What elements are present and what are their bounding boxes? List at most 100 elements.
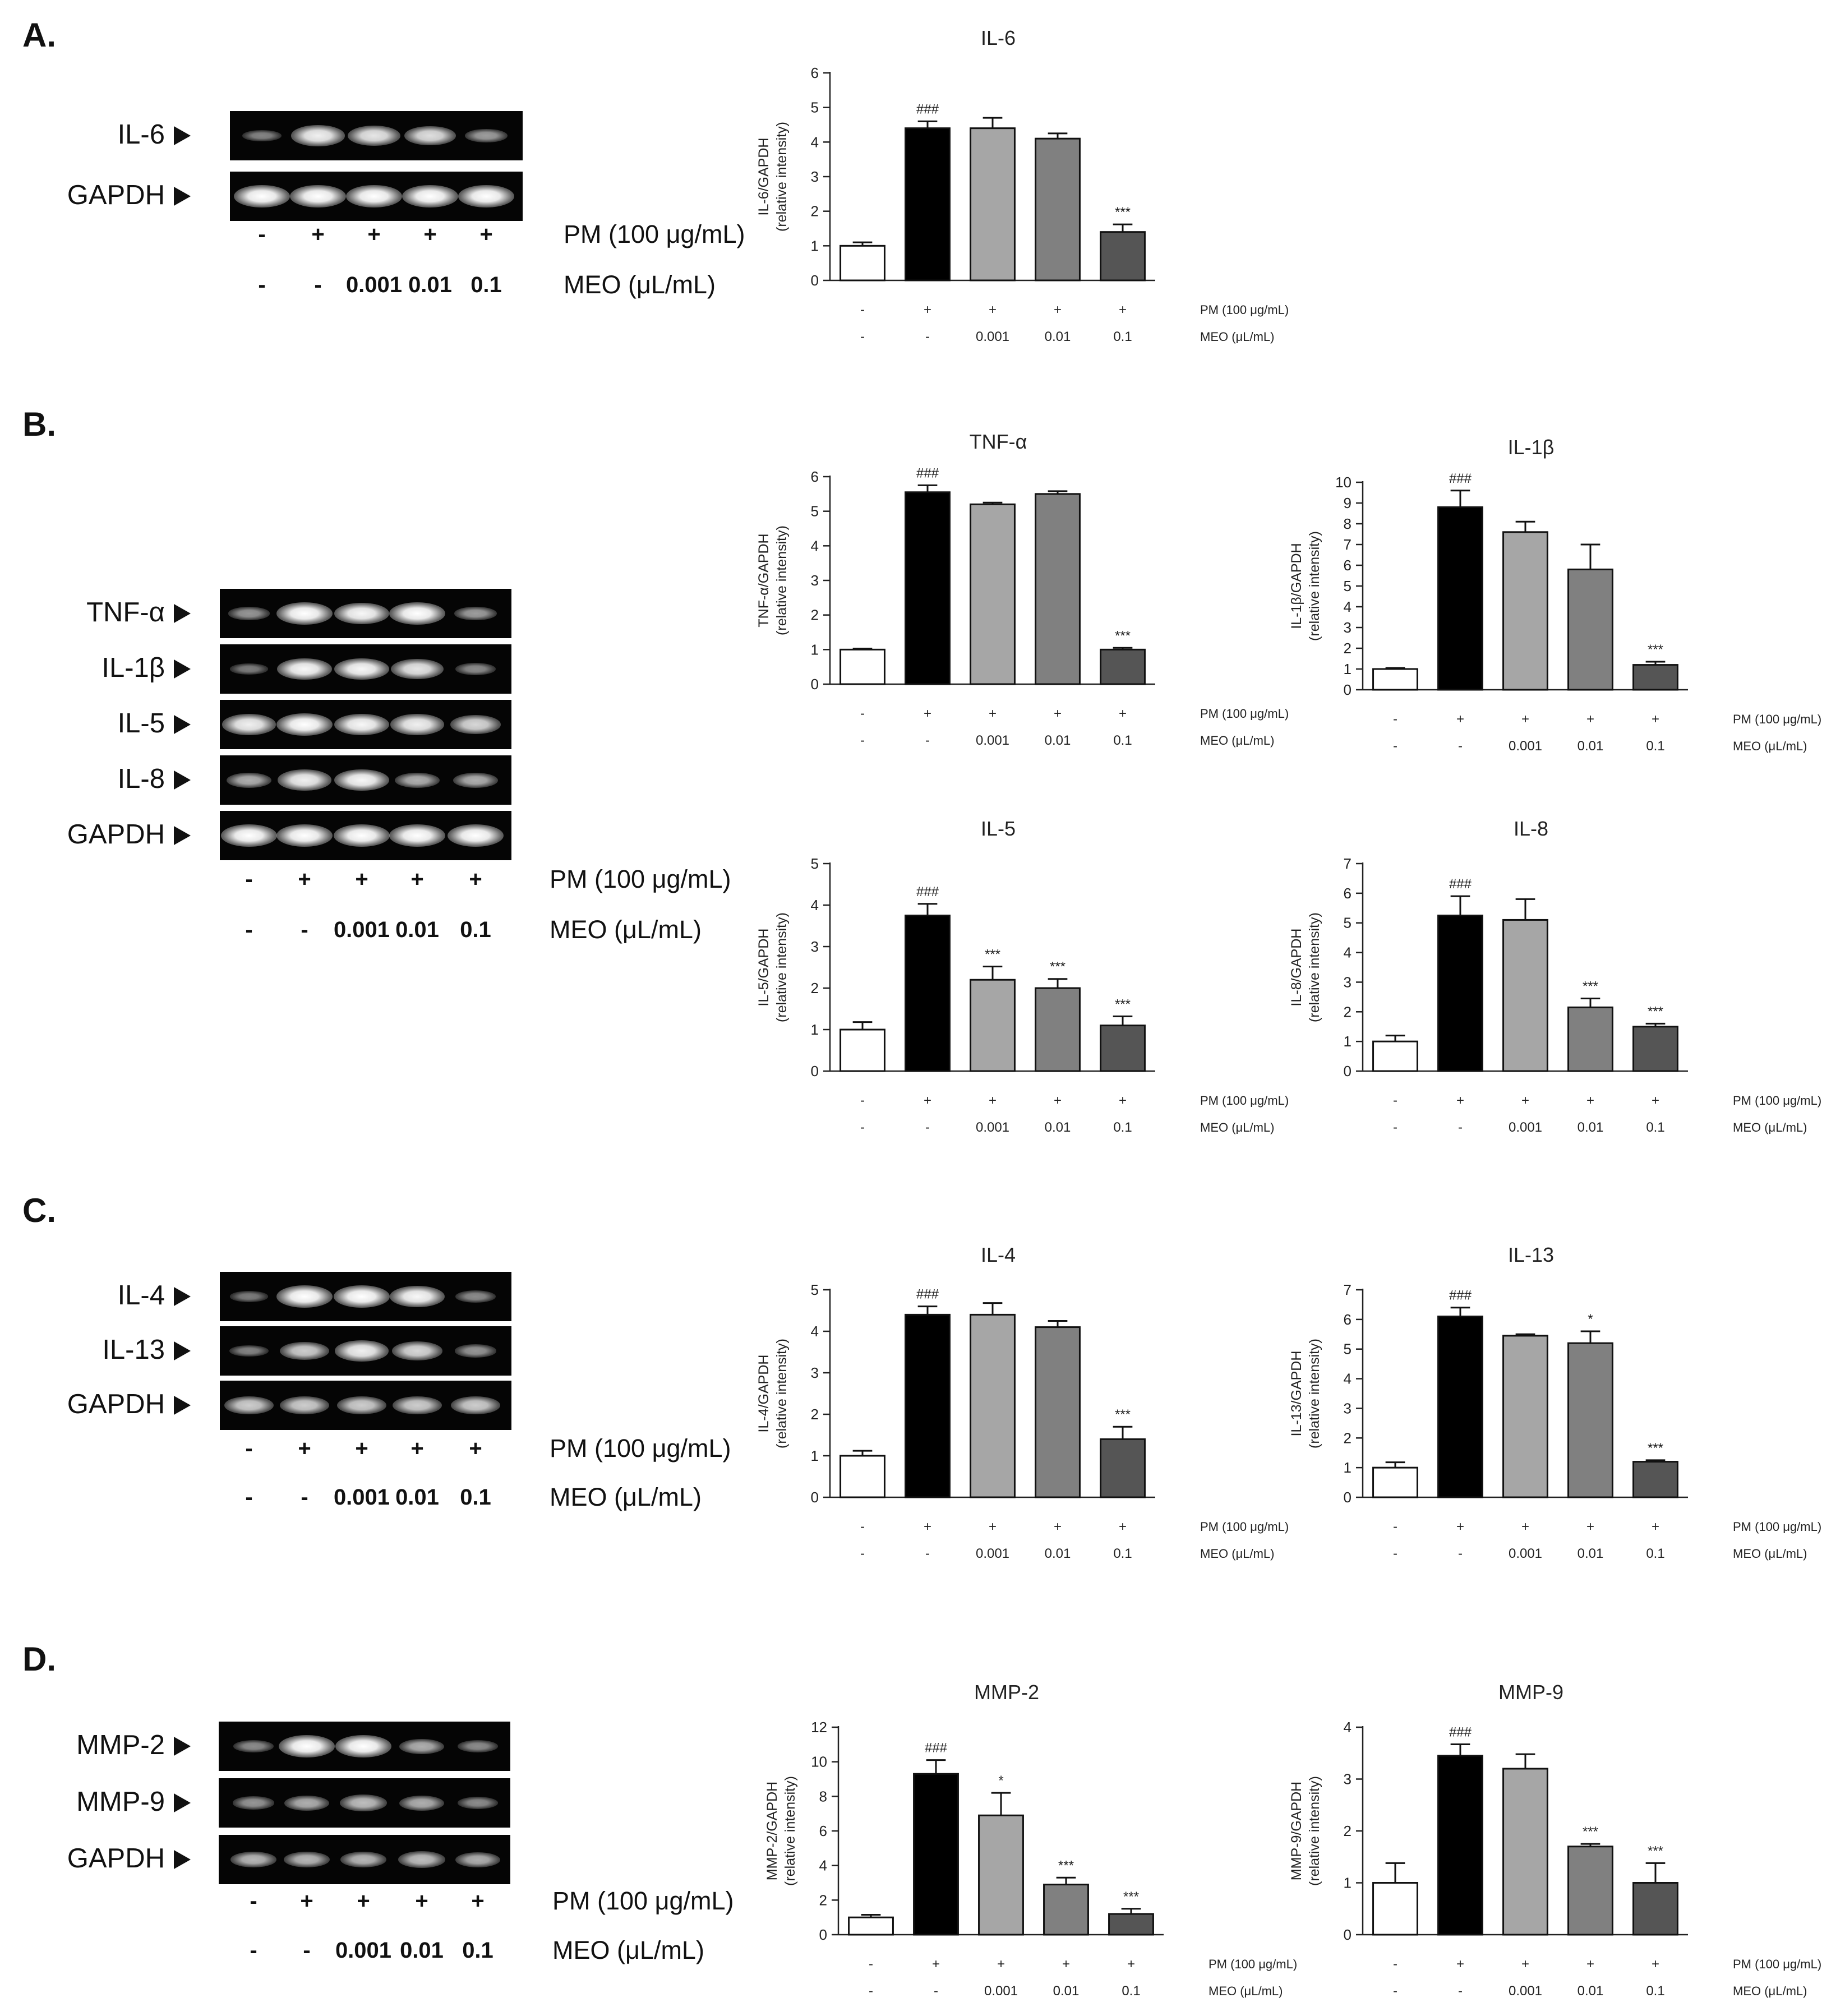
pm-sign: + xyxy=(1586,712,1594,727)
chart-il5: IL-5 IL-5/GAPDH (relative intensity) 0 1 2 3 4 5… xyxy=(756,817,1289,1135)
gel-pm-sign: + xyxy=(415,1889,428,1913)
chart-tnf-alpha: TNF-α TNF-α/GAPDH (relative intensity) 0 1 2 3… xyxy=(756,430,1289,748)
meo-label: MEO (μL/mL) xyxy=(1209,1984,1283,1998)
pm-label: PM (100 μg/mL) xyxy=(1733,1094,1821,1108)
gel-strip xyxy=(219,1778,510,1828)
chart-title: IL-4 xyxy=(981,1243,1016,1266)
arrow-right-icon xyxy=(174,826,191,845)
gel-strip xyxy=(219,1722,510,1771)
y-tick-label: 3 xyxy=(1344,974,1352,990)
panel-label-d: D. xyxy=(22,1640,56,1678)
meo-label: MEO (μL/mL) xyxy=(1733,739,1807,753)
y-axis-label: (relative intensity) xyxy=(774,912,790,1022)
pm-sign: + xyxy=(1127,1957,1135,1972)
pm-sign: + xyxy=(997,1957,1005,1972)
y-tick-label: 1 xyxy=(1344,1875,1352,1892)
meo-value: - xyxy=(1393,1983,1397,1999)
arrow-right-icon xyxy=(174,1850,191,1869)
significance-label: ### xyxy=(1449,1288,1472,1303)
gel-band xyxy=(395,772,440,788)
pm-sign: - xyxy=(860,1093,865,1108)
gel-meo-label: MEO (μL/mL) xyxy=(564,270,716,299)
meo-value: 0.01 xyxy=(1578,1546,1604,1561)
gel-band xyxy=(233,1740,274,1752)
gel-band xyxy=(337,1396,386,1415)
significance-label: * xyxy=(998,1773,1003,1788)
chart-title: IL-6 xyxy=(981,26,1016,49)
gel-meo-value: 0.001 xyxy=(333,1485,390,1510)
gel-meo-value: 0.01 xyxy=(400,1938,444,1963)
y-axis-label: (relative intensity) xyxy=(1307,1776,1322,1886)
y-tick-label: 6 xyxy=(811,64,819,81)
meo-value: 0.01 xyxy=(1578,739,1604,754)
gel-label-text: IL-1β xyxy=(102,653,165,683)
gel-strip xyxy=(220,755,511,805)
y-axis-label: IL-13/GAPDH xyxy=(1289,1351,1304,1437)
gel-band xyxy=(284,1851,330,1868)
y-tick-label: 0 xyxy=(1344,1489,1352,1506)
significance-label: *** xyxy=(1058,1858,1074,1873)
gel-pm-sign: + xyxy=(471,1889,485,1913)
gel-pm-sign: + xyxy=(311,222,325,247)
meo-value: 0.001 xyxy=(976,733,1009,748)
y-tick-label: 1 xyxy=(811,1021,819,1038)
gel-label-text: IL-13 xyxy=(102,1335,165,1365)
gel-band xyxy=(278,769,331,791)
gel-meo-value: - xyxy=(301,1485,308,1510)
meo-value: 0.001 xyxy=(976,1120,1009,1135)
arrow-right-icon xyxy=(174,1287,191,1306)
y-tick-label: 2 xyxy=(811,607,819,624)
pm-sign: - xyxy=(869,1957,873,1972)
y-tick-label: 8 xyxy=(1344,515,1352,532)
gel-meo-value: 0.1 xyxy=(460,1485,491,1510)
gel-band xyxy=(234,185,290,207)
gel-label-gapdh: GAPDH xyxy=(67,1388,191,1420)
y-tick-label: 1 xyxy=(811,641,819,658)
bar xyxy=(1632,1882,1678,1936)
gel-pm-sign: + xyxy=(300,1889,313,1913)
y-tick-label: 4 xyxy=(811,897,819,914)
bar xyxy=(1632,1026,1678,1072)
gel-band xyxy=(230,1851,276,1868)
significance-label: *** xyxy=(1583,1824,1598,1839)
pm-sign: + xyxy=(1119,1519,1127,1534)
pm-sign: + xyxy=(1456,1957,1464,1972)
y-tick-label: 2 xyxy=(811,203,819,220)
bar xyxy=(970,127,1016,282)
y-tick-label: 0 xyxy=(1344,1063,1352,1079)
bar xyxy=(1567,1006,1613,1072)
chart-title: MMP-9 xyxy=(1498,1681,1563,1704)
gel-band xyxy=(393,1396,442,1415)
bar xyxy=(840,1455,885,1498)
panel-label-b: B. xyxy=(22,405,56,443)
significance-label: ### xyxy=(916,102,939,117)
meo-value: 0.01 xyxy=(1045,733,1071,748)
gel-meo-value: - xyxy=(245,917,253,942)
y-axis-label: (relative intensity) xyxy=(1307,531,1322,641)
pm-sign: + xyxy=(924,302,931,317)
bar xyxy=(1035,137,1081,282)
significance-label: *** xyxy=(1648,1441,1663,1456)
y-axis-label: (relative intensity) xyxy=(1307,1339,1322,1448)
bar xyxy=(1502,531,1548,691)
bar xyxy=(1437,1316,1483,1498)
gel-band xyxy=(335,1340,389,1362)
gel-band xyxy=(455,1852,500,1867)
bar xyxy=(1502,919,1548,1072)
y-axis-label: (relative intensity) xyxy=(774,1339,790,1448)
meo-value: 0.1 xyxy=(1646,739,1664,754)
pm-sign: + xyxy=(1119,302,1127,317)
y-tick-label: 4 xyxy=(1344,598,1352,615)
gel-label-il-13: IL-13 xyxy=(102,1334,191,1365)
bar xyxy=(1437,915,1483,1072)
gel-pm-sign: + xyxy=(410,867,424,892)
gel-band xyxy=(348,125,400,146)
y-axis-label: IL-1β/GAPDH xyxy=(1289,543,1304,629)
gel-band xyxy=(334,602,389,625)
pm-sign: - xyxy=(1393,712,1397,727)
gel-strip xyxy=(220,811,511,860)
significance-label: *** xyxy=(985,947,1000,962)
gel-band xyxy=(389,824,445,847)
y-axis-label: IL-8/GAPDH xyxy=(1289,929,1304,1007)
gel-band xyxy=(280,1396,329,1415)
